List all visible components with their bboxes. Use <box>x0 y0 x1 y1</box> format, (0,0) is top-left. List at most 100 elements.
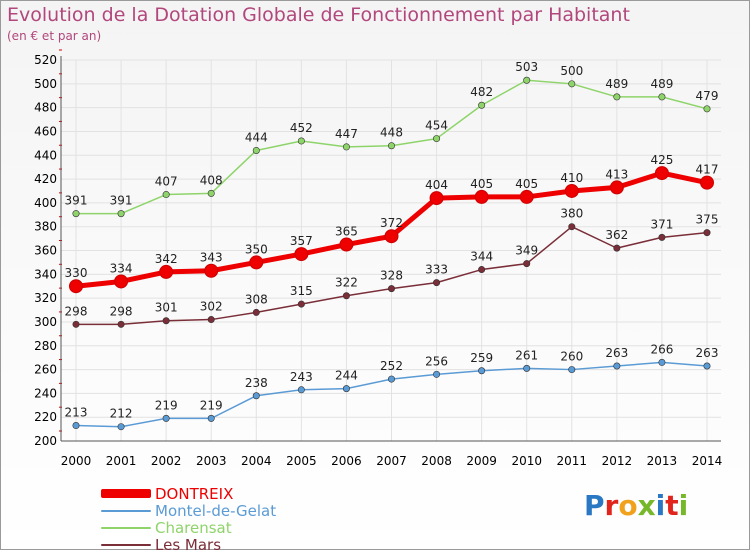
legend-label: DONTREIX <box>155 484 234 503</box>
data-label: 301 <box>155 301 178 315</box>
legend-item: Les Mars <box>101 535 276 554</box>
data-point <box>658 233 666 241</box>
y-tick-label: 500 <box>34 77 57 91</box>
data-label: 448 <box>380 126 403 140</box>
legend-label: Les Mars <box>155 535 222 554</box>
data-point <box>654 166 669 181</box>
y-tick-label: 220 <box>34 410 57 424</box>
data-point <box>474 189 489 204</box>
data-label: 372 <box>380 216 403 230</box>
data-point <box>429 191 444 206</box>
data-label: 263 <box>605 346 628 360</box>
data-label: 350 <box>245 242 268 256</box>
legend-label: Charensat <box>155 518 232 537</box>
data-point <box>387 142 395 150</box>
data-label: 444 <box>245 130 268 144</box>
data-label: 425 <box>650 153 673 167</box>
data-point <box>162 414 170 422</box>
logo-letter: o <box>618 489 638 522</box>
legend-swatch <box>101 543 151 546</box>
data-point <box>162 317 170 325</box>
data-point <box>613 93 621 101</box>
y-tick-label: 480 <box>34 101 57 115</box>
data-point <box>433 370 441 378</box>
data-label: 375 <box>696 213 719 227</box>
data-point <box>703 362 711 370</box>
data-label: 213 <box>65 406 88 420</box>
data-point <box>294 247 309 262</box>
data-label: 413 <box>605 167 628 181</box>
data-point <box>249 255 264 270</box>
data-label: 489 <box>605 77 628 91</box>
data-label: 391 <box>110 194 133 208</box>
x-tick-label: 2006 <box>331 454 362 468</box>
data-point <box>72 422 80 430</box>
data-label: 328 <box>380 269 403 283</box>
data-point <box>384 229 399 244</box>
data-label: 315 <box>290 284 313 298</box>
logo-letter: x <box>637 489 656 522</box>
legend-swatch <box>101 526 151 529</box>
data-label: 500 <box>560 64 583 78</box>
data-label: 308 <box>245 292 268 306</box>
data-point <box>297 137 305 145</box>
data-point <box>204 263 219 278</box>
data-label: 260 <box>560 350 583 364</box>
y-tick-label: 380 <box>34 220 57 234</box>
data-point <box>252 308 260 316</box>
y-tick-label: 460 <box>34 124 57 138</box>
y-tick-label: 420 <box>34 172 57 186</box>
data-point <box>433 279 441 287</box>
data-point <box>519 189 534 204</box>
x-tick-label: 2001 <box>106 454 137 468</box>
data-point <box>117 423 125 431</box>
data-label: 344 <box>470 250 493 264</box>
data-label: 417 <box>696 163 719 177</box>
data-label: 362 <box>605 228 628 242</box>
data-point <box>703 105 711 113</box>
data-label: 454 <box>425 119 448 133</box>
logo-letter: i <box>655 489 666 522</box>
y-tick-label: 260 <box>34 363 57 377</box>
data-point <box>114 274 129 289</box>
x-tick-label: 2012 <box>602 454 633 468</box>
data-label: 380 <box>560 207 583 221</box>
data-point <box>117 320 125 328</box>
legend-swatch <box>101 489 151 498</box>
data-point <box>159 264 174 279</box>
data-label: 479 <box>696 89 719 103</box>
data-point <box>568 366 576 374</box>
y-tick-label: 300 <box>34 315 57 329</box>
logo-letter: i <box>678 489 689 522</box>
data-point <box>613 244 621 252</box>
data-label: 298 <box>65 304 88 318</box>
legend-item: Montel-de-Gelat <box>101 501 277 520</box>
data-point <box>342 385 350 393</box>
axes: 200 220 240 260 280 300 320 340 360 380 400 420 440 4… <box>34 49 722 468</box>
data-labels: 213 212 219 219 238 243 244 252 256 259 261 260 263 2… <box>65 60 719 420</box>
data-point <box>523 364 531 372</box>
data-point <box>207 316 215 324</box>
y-tick-label: 400 <box>34 196 57 210</box>
x-tick-label: 2004 <box>241 454 272 468</box>
data-point <box>297 386 305 394</box>
data-label: 407 <box>155 175 178 189</box>
y-tick-label: 320 <box>34 291 57 305</box>
data-point <box>433 135 441 143</box>
data-label: 357 <box>290 234 313 248</box>
data-point <box>72 210 80 218</box>
data-point <box>478 101 486 109</box>
legend-item: DONTREIX <box>101 484 276 503</box>
data-point <box>342 292 350 300</box>
data-label: 266 <box>650 342 673 356</box>
y-tick-label: 280 <box>34 339 57 353</box>
legend-label: Montel-de-Gelat <box>155 501 277 520</box>
data-label: 482 <box>470 85 493 99</box>
data-label: 391 <box>65 194 88 208</box>
data-label: 259 <box>470 351 493 365</box>
data-label: 244 <box>335 369 358 383</box>
x-tick-label: 2000 <box>61 454 92 468</box>
data-point <box>478 367 486 375</box>
